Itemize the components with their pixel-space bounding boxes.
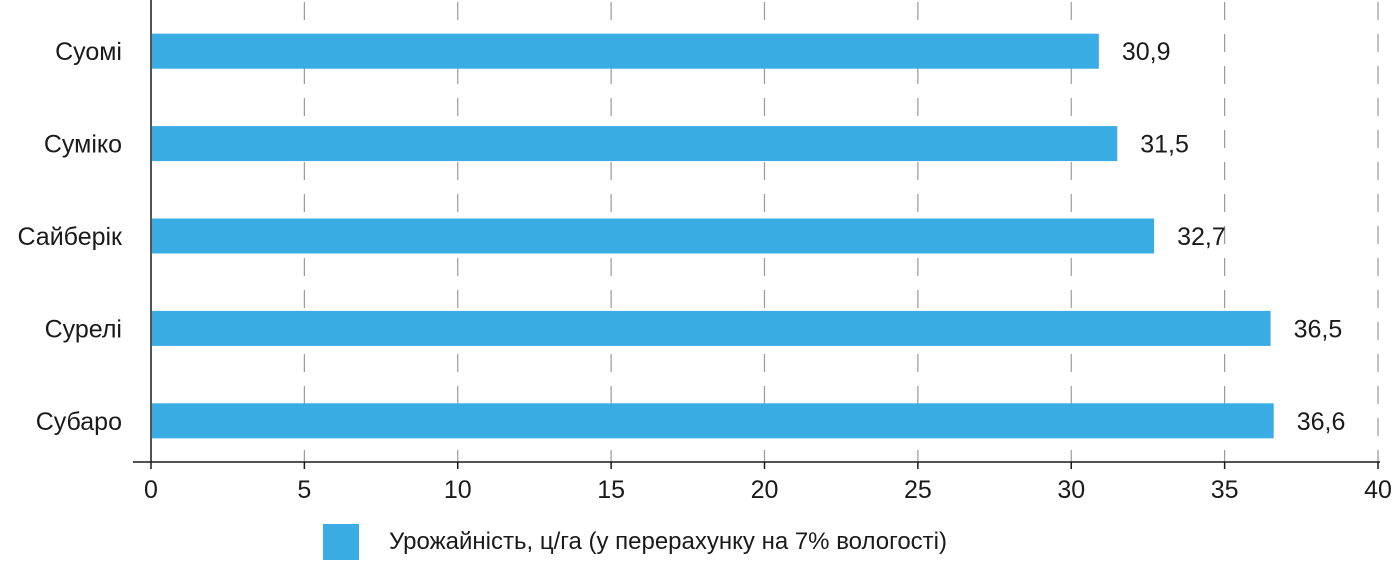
x-tick-label: 5 [297,476,311,504]
legend-label: Урожайність, ц/га (у перерахунку на 7% в… [389,528,947,555]
x-tick-label: 20 [751,476,779,504]
legend: Урожайність, ц/га (у перерахунку на 7% в… [323,524,947,560]
value-label: 31,5 [1140,131,1189,159]
category-label: Суміко [44,131,122,159]
bar [152,310,1271,346]
value-label: 32,7 [1177,223,1226,251]
value-label: 30,9 [1122,38,1171,66]
category-label: Суомі [55,38,122,66]
x-tick-label: 0 [144,476,158,504]
x-tick-label: 15 [597,476,625,504]
bar [152,126,1118,162]
x-tick-label: 40 [1364,476,1392,504]
x-tick-label: 10 [444,476,472,504]
category-label: Субаро [36,408,122,436]
value-label: 36,6 [1297,408,1346,436]
legend-swatch [323,524,359,560]
bar [152,403,1274,439]
axes [133,0,1380,469]
x-tick-label: 25 [904,476,932,504]
bars [152,33,1274,439]
category-label: Сурелі [45,315,122,343]
bar [152,218,1155,254]
category-label: Сайберік [17,223,123,251]
x-tick-label: 35 [1211,476,1239,504]
labels: 0 5 10 15 20 25 30 35 40 Суомі 30,9 Суміко 31,5 Сайбе… [17,38,1391,504]
x-tick-label: 30 [1057,476,1085,504]
bar-chart: 0 5 10 15 20 25 30 35 40 Суомі 30,9 Суміко 31,5 Сайбе… [17,0,1392,504]
bar [152,33,1099,69]
value-label: 36,5 [1294,315,1343,343]
